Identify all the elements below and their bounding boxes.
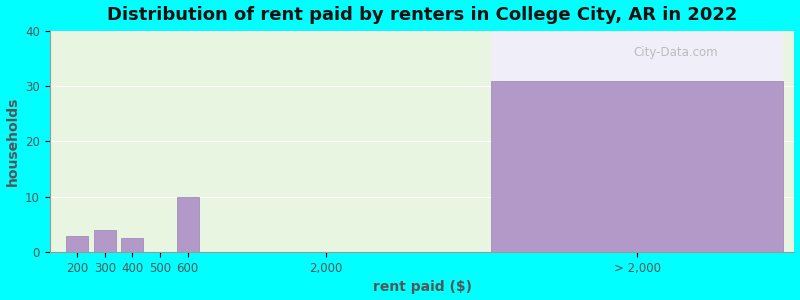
Text: City-Data.com: City-Data.com xyxy=(633,46,718,59)
Bar xyxy=(94,230,116,252)
Bar xyxy=(491,80,783,252)
Title: Distribution of rent paid by renters in College City, AR in 2022: Distribution of rent paid by renters in … xyxy=(107,6,738,24)
Bar xyxy=(177,197,198,252)
Bar xyxy=(122,238,143,252)
X-axis label: rent paid ($): rent paid ($) xyxy=(373,280,471,294)
Bar xyxy=(66,236,88,252)
Y-axis label: households: households xyxy=(6,97,19,186)
Bar xyxy=(491,31,783,80)
